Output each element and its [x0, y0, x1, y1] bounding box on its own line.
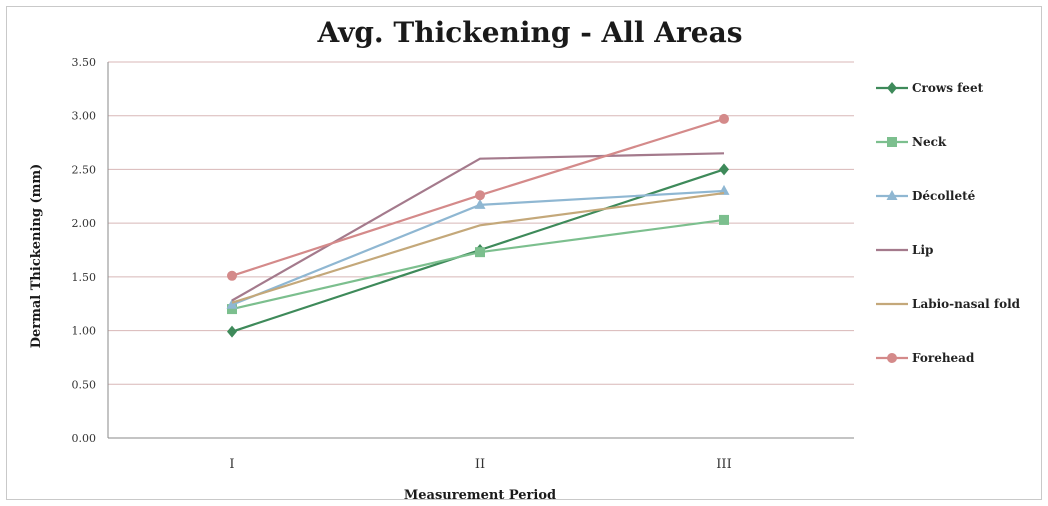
data-point [719, 113, 729, 124]
legend-item: Crows feet [876, 81, 984, 95]
y-tick-label: 1.50 [72, 271, 97, 284]
x-tick-label: I [229, 457, 234, 472]
y-tick-labels: 0.00 0.50 1.00 1.50 2.00 2.50 3.00 3.50 [72, 56, 97, 445]
x-tick-labels: I II III [229, 457, 731, 472]
data-point [226, 298, 238, 309]
data-point [886, 190, 898, 200]
data-point [719, 163, 729, 176]
series-forehead [227, 113, 729, 281]
data-point [474, 198, 486, 209]
data-point [475, 190, 485, 201]
chart-title: Avg. Thickening - All Areas [316, 16, 742, 49]
data-point [227, 270, 237, 281]
data-point [887, 137, 897, 147]
legend-item: Neck [876, 135, 947, 149]
series-group [226, 113, 730, 338]
axes [107, 62, 854, 439]
legend-item: Décolleté [876, 189, 976, 203]
y-tick-label: 0.50 [72, 378, 97, 391]
series-line [231, 218, 725, 311]
series-labio-nasal-fold [231, 191, 725, 304]
data-point [887, 353, 897, 363]
y-tick-label: 0.00 [72, 432, 97, 445]
legend-label: Neck [912, 135, 947, 149]
y-axis-label: Dermal Thickening (mm) [29, 164, 44, 349]
series-line [231, 152, 725, 302]
series-line [231, 191, 725, 304]
gridlines [108, 61, 854, 385]
x-tick-label: II [475, 457, 485, 472]
data-point [475, 247, 485, 258]
legend-label: Décolleté [912, 189, 976, 203]
data-point [227, 304, 237, 315]
chart-frame [6, 6, 1042, 500]
data-point [887, 82, 897, 94]
y-tick-label: 3.00 [72, 110, 97, 123]
x-tick-label: III [716, 457, 731, 472]
data-point [227, 325, 237, 338]
legend-label: Labio-nasal fold [912, 297, 1021, 311]
legend-label: Forehead [912, 351, 975, 365]
data-point [719, 214, 729, 225]
legend-item: Forehead [876, 351, 975, 365]
legend-item: Labio-nasal fold [876, 297, 1021, 311]
y-tick-label: 2.00 [72, 217, 97, 230]
x-axis-label: Measurement Period [404, 488, 556, 503]
legend-item: Lip [876, 243, 933, 257]
y-tick-label: 2.50 [72, 163, 97, 176]
y-tick-label: 1.00 [72, 325, 97, 338]
legend-label: Crows feet [912, 81, 984, 95]
series-lip [231, 152, 725, 302]
y-tick-label: 3.50 [72, 56, 97, 69]
series-neck [227, 214, 729, 315]
legend-label: Lip [912, 243, 933, 257]
legend: Crows feet Neck Décolleté Lip Labio-nasal fo… [876, 81, 1021, 365]
